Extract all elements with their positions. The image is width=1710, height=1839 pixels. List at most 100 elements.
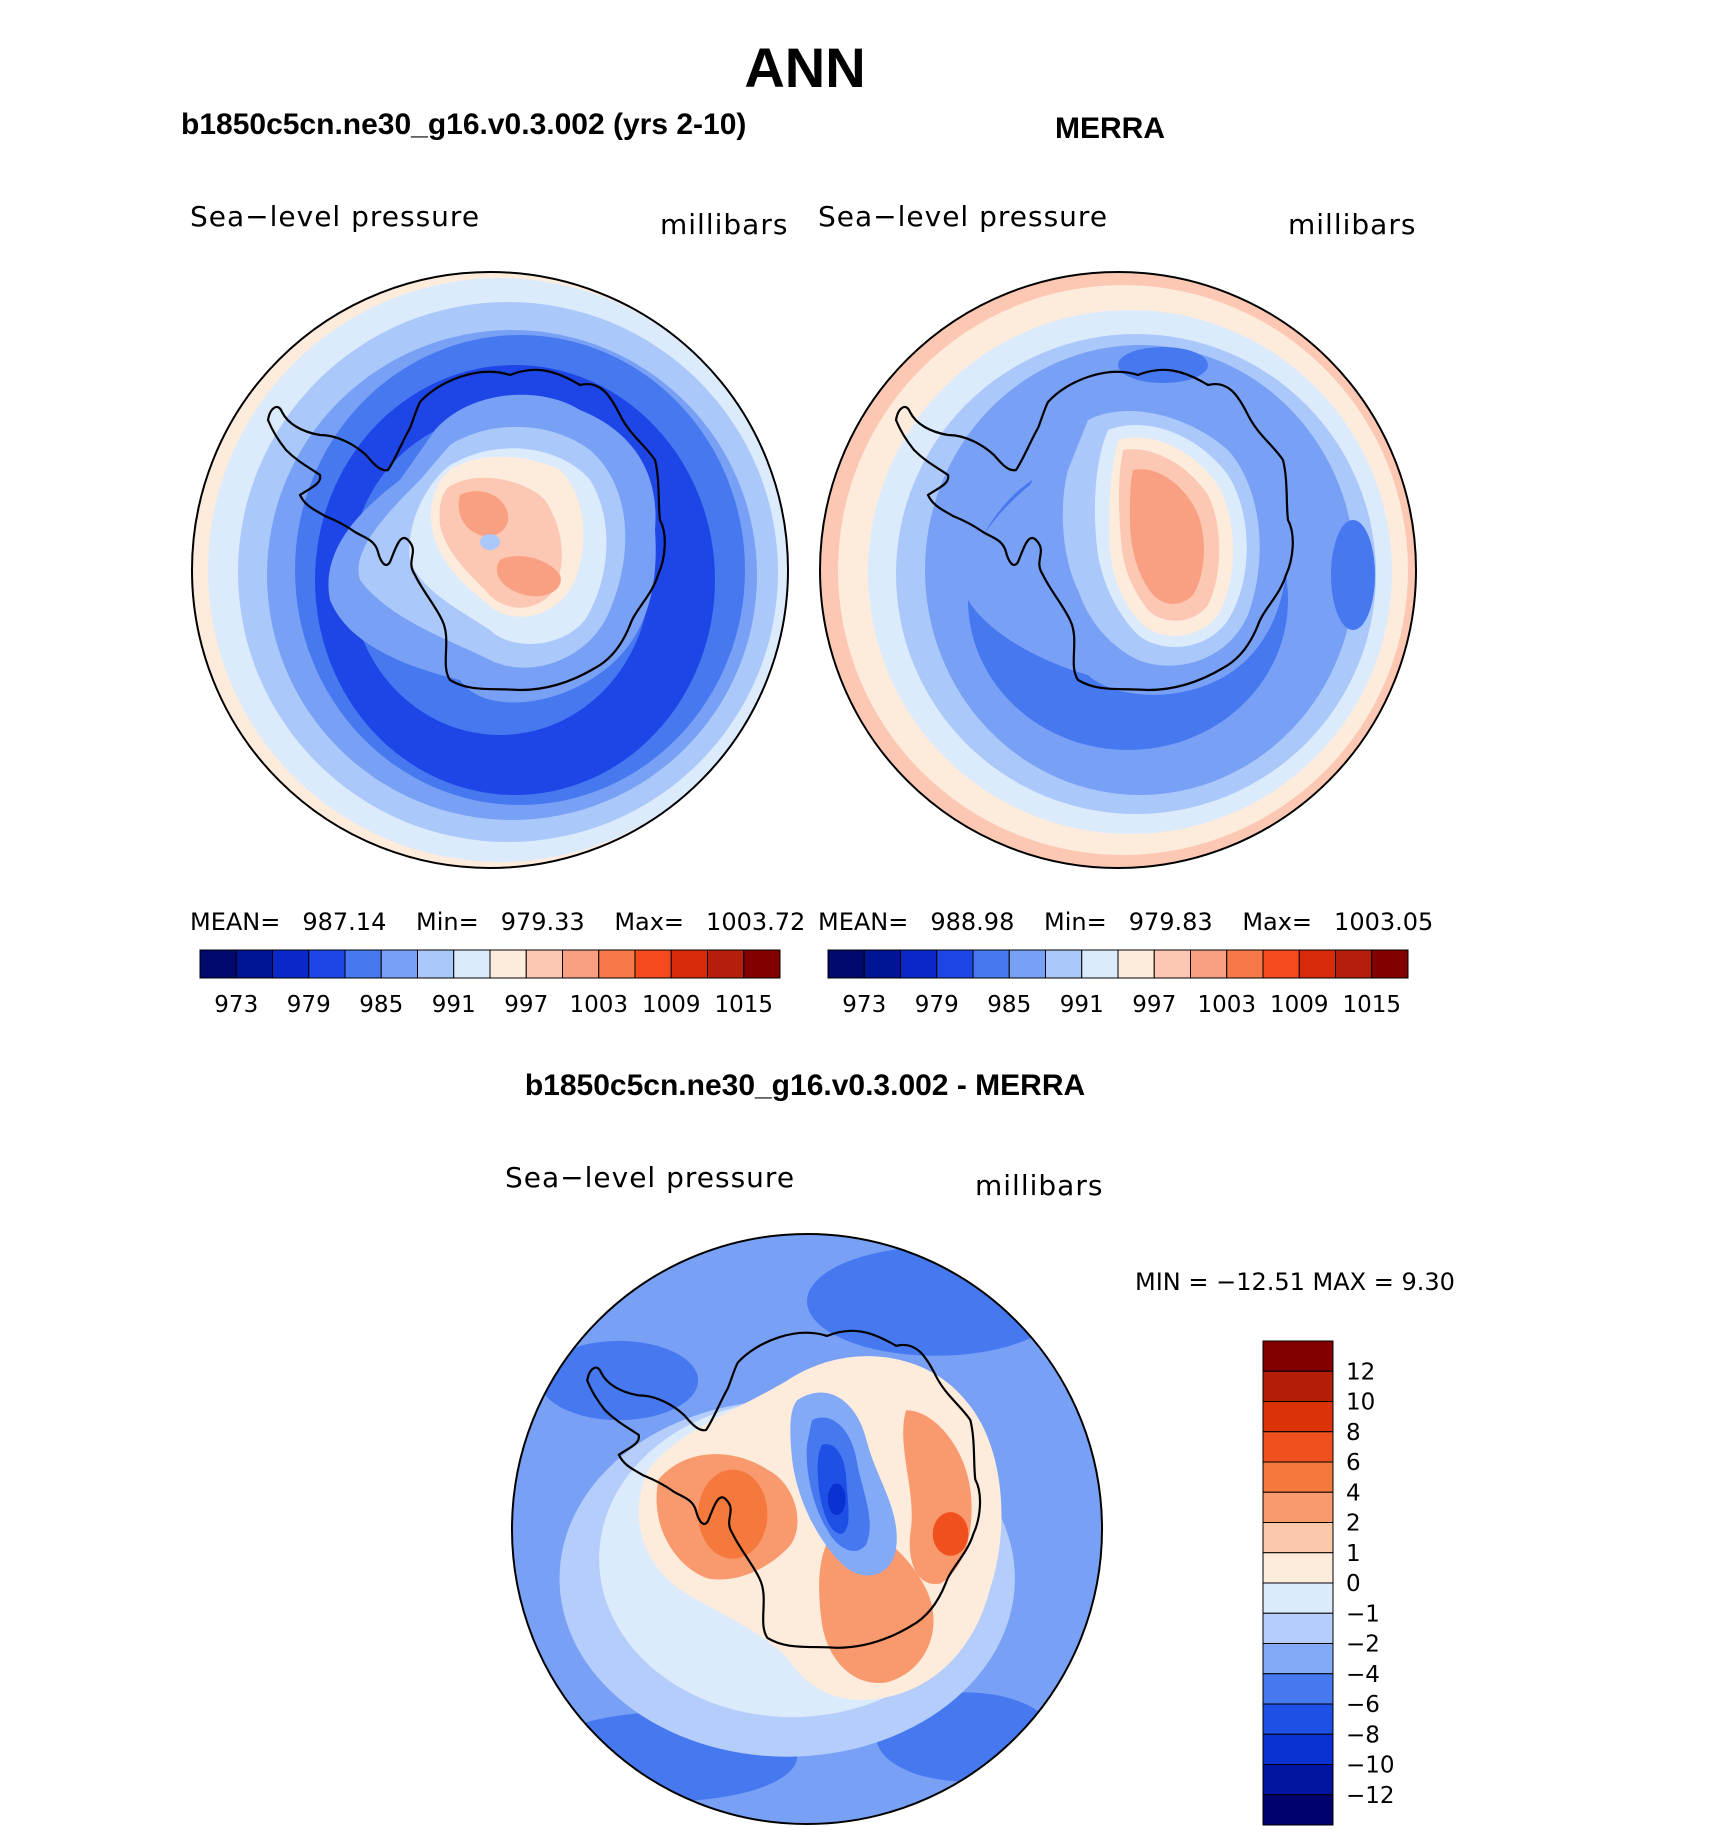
obs-variable-label: Sea−level pressure bbox=[818, 200, 1109, 233]
obs-colorbar-tick-label: 1009 bbox=[1270, 992, 1329, 1018]
diff-colorbar-tick-label: 12 bbox=[1346, 1359, 1375, 1385]
obs-colorbar-tick-label: 985 bbox=[987, 992, 1031, 1018]
model-units-label: millibars bbox=[660, 208, 789, 241]
model-map-boundary bbox=[191, 271, 789, 869]
diff-colorbar-swatch bbox=[1262, 1703, 1334, 1735]
model-colorbar-tick-label: 1015 bbox=[714, 992, 773, 1018]
model-colorbar-tick-label: 1009 bbox=[642, 992, 701, 1018]
obs-colorbar: 973 979 985 991 997 1003 1009 1015 bbox=[827, 949, 1409, 1018]
diff-colorbar-swatch bbox=[1262, 1340, 1334, 1372]
obs-colorbar-swatch bbox=[1298, 949, 1336, 979]
model-variable-label: Sea−level pressure bbox=[190, 200, 481, 233]
model-colorbar-swatch bbox=[380, 949, 418, 979]
diff-variable-label: Sea−level pressure bbox=[505, 1161, 796, 1194]
diff-colorbar-tick-label: −12 bbox=[1346, 1783, 1395, 1809]
model-colorbar-tick-label: 991 bbox=[432, 992, 476, 1018]
diff-colorbar-swatch bbox=[1262, 1552, 1334, 1584]
diff-colorbar-swatch bbox=[1262, 1522, 1334, 1554]
obs-colorbar-swatch bbox=[1262, 949, 1300, 979]
obs-min-value: 979.83 bbox=[1128, 908, 1213, 936]
diff-colorbar-tick-label: 0 bbox=[1346, 1571, 1361, 1597]
diff-colorbar-tick-label: 2 bbox=[1346, 1511, 1361, 1537]
model-high-cores bbox=[458, 491, 561, 597]
model-colorbar-swatch bbox=[562, 949, 600, 979]
obs-high-core bbox=[1130, 469, 1204, 604]
model-colorbar-swatch bbox=[344, 949, 382, 979]
model-colorbar-swatch bbox=[598, 949, 636, 979]
model-colorbar-swatch bbox=[235, 949, 273, 979]
model-max-value: 1003.72 bbox=[706, 908, 806, 936]
model-colorbar-tick-label: 979 bbox=[287, 992, 331, 1018]
diff-colorbar-tick-label: −8 bbox=[1346, 1722, 1380, 1748]
obs-colorbar-tick-label: 973 bbox=[842, 992, 886, 1018]
diff-colorbar-swatch bbox=[1262, 1370, 1334, 1402]
diff-colorbar-tick-label: 10 bbox=[1346, 1390, 1375, 1416]
diff-colorbar-swatch bbox=[1262, 1461, 1334, 1493]
diff-colorbar-swatch bbox=[1262, 1491, 1334, 1523]
model-pole-dip bbox=[480, 534, 500, 550]
model-colorbar: 973 979 985 991 997 1003 1009 1015 bbox=[199, 949, 781, 1018]
diff-colorbar-tick-label: 6 bbox=[1346, 1450, 1361, 1476]
obs-colorbar-swatch bbox=[936, 949, 974, 979]
obs-colorbar-swatch bbox=[972, 949, 1010, 979]
diff-antarctica-outline bbox=[586, 1329, 982, 1649]
diff-units-label: millibars bbox=[975, 1169, 1104, 1202]
diff-colorbar-swatch bbox=[1262, 1764, 1334, 1796]
model-stats: MEAN= 987.14 Min= 979.33 Max= 1003.72 bbox=[190, 908, 827, 936]
model-colorbar-swatch bbox=[634, 949, 672, 979]
obs-colorbar-swatch bbox=[827, 949, 865, 979]
diff-colorbar-swatch bbox=[1262, 1673, 1334, 1705]
model-colorbar-swatch bbox=[199, 949, 237, 979]
obs-colorbar-swatch bbox=[1008, 949, 1046, 979]
diff-title: b1850c5cn.ne30_g16.v0.3.002 - MERRA bbox=[524, 1069, 1086, 1102]
obs-map bbox=[819, 271, 1417, 869]
diff-pos-east-core bbox=[932, 1512, 969, 1556]
obs-title: MERRA bbox=[1055, 112, 1165, 145]
diff-colorbar-tick-label: −1 bbox=[1346, 1601, 1380, 1627]
obs-colorbar-swatch bbox=[1335, 949, 1373, 979]
model-colorbar-swatch bbox=[743, 949, 781, 979]
diff-colorbar-swatch bbox=[1262, 1612, 1334, 1644]
obs-colorbar-swatch bbox=[1045, 949, 1083, 979]
diff-colorbar-tick-label: −10 bbox=[1346, 1753, 1395, 1779]
model-mean-label: MEAN= bbox=[190, 908, 281, 936]
obs-low-east bbox=[1331, 520, 1375, 630]
model-colorbar-swatch bbox=[489, 949, 527, 979]
model-colorbar-swatch bbox=[670, 949, 708, 979]
model-title: b1850c5cn.ne30_g16.v0.3.002 (yrs 2-10) bbox=[181, 108, 747, 141]
model-colorbar-tick-label: 1003 bbox=[569, 992, 628, 1018]
model-mean-value: 987.14 bbox=[302, 908, 387, 936]
diff-map-boundary bbox=[510, 1232, 1104, 1826]
obs-mean-value: 988.98 bbox=[930, 908, 1015, 936]
model-colorbar-tick-label: 985 bbox=[359, 992, 403, 1018]
obs-min-label: Min= bbox=[1043, 908, 1107, 936]
obs-antarctica-outline bbox=[894, 368, 1294, 692]
obs-colorbar-swatch bbox=[1371, 949, 1409, 979]
obs-units-label: millibars bbox=[1288, 208, 1417, 241]
diff-colorbar-swatch bbox=[1262, 1431, 1334, 1463]
obs-colorbar-tick-label: 979 bbox=[915, 992, 959, 1018]
model-colorbar-tick-label: 997 bbox=[504, 992, 548, 1018]
diff-neg-interior-min bbox=[827, 1483, 846, 1516]
diff-colorbar-swatch bbox=[1262, 1401, 1334, 1433]
model-max-label: Max= bbox=[614, 908, 685, 936]
model-min-label: Min= bbox=[415, 908, 479, 936]
model-colorbar-swatch bbox=[707, 949, 745, 979]
model-min-value: 979.33 bbox=[500, 908, 585, 936]
diff-pos-west-core bbox=[698, 1469, 768, 1559]
obs-colorbar-tick-label: 1003 bbox=[1197, 992, 1256, 1018]
diff-colorbar-tick-label: 8 bbox=[1346, 1420, 1361, 1446]
obs-mean-label: MEAN= bbox=[818, 908, 909, 936]
diff-colorbar-swatch bbox=[1262, 1643, 1334, 1675]
obs-colorbar-swatch bbox=[1153, 949, 1191, 979]
diff-colorbar-tick-label: −6 bbox=[1346, 1692, 1380, 1718]
model-colorbar-swatch bbox=[525, 949, 563, 979]
figure-title: ANN bbox=[744, 36, 866, 99]
model-antarctica-outline bbox=[266, 368, 666, 692]
diff-colorbar-tick-label: 4 bbox=[1346, 1480, 1361, 1506]
diff-colorbar-swatch bbox=[1262, 1733, 1334, 1765]
diff-minmax: MIN = −12.51 MAX = 9.30 bbox=[1135, 1268, 1455, 1296]
obs-max-value: 1003.05 bbox=[1334, 908, 1434, 936]
obs-colorbar-swatch bbox=[1226, 949, 1264, 979]
